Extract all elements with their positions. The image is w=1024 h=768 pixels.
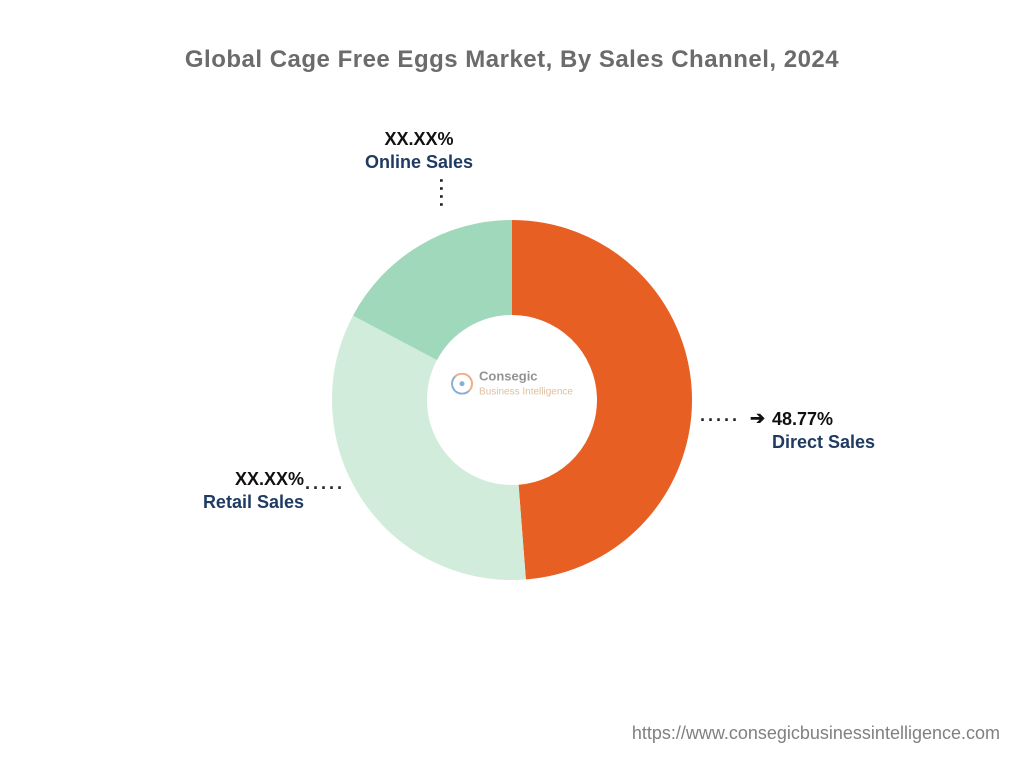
slice-retail [380, 338, 523, 533]
label-retail-pct: XX.XX% [203, 468, 304, 491]
label-online-pct: XX.XX% [365, 128, 473, 151]
slice-direct [512, 268, 644, 533]
leader-direct-dots: ····· [700, 410, 740, 431]
watermark-line1: Consegic [479, 369, 538, 384]
label-online-name: Online Sales [365, 151, 473, 174]
label-online-sales: XX.XX% Online Sales [365, 128, 473, 175]
footer-url: https://www.consegicbusinessintelligence… [632, 723, 1000, 744]
label-direct-sales: 48.77% Direct Sales [772, 408, 875, 455]
watermark-line2: Business Intelligence [479, 387, 573, 398]
watermark-logo-icon [451, 373, 473, 395]
chart-title: Global Cage Free Eggs Market, By Sales C… [0, 46, 1024, 74]
label-retail-sales: XX.XX% Retail Sales [203, 468, 304, 515]
watermark: Consegic Business Intelligence [451, 370, 573, 399]
chart-title-text: Global Cage Free Eggs Market, By Sales C… [185, 46, 839, 73]
label-retail-name: Retail Sales [203, 491, 304, 514]
label-direct-name: Direct Sales [772, 431, 875, 454]
leader-direct-arrow-icon: ➔ [750, 408, 765, 429]
leader-online-dots: ···· [430, 178, 451, 210]
watermark-text: Consegic Business Intelligence [479, 370, 573, 399]
leader-retail-dots: ····· [305, 478, 345, 499]
donut-slices [380, 268, 645, 533]
slice-online [395, 268, 512, 338]
label-direct-pct: 48.77% [772, 408, 875, 431]
chart-stage: Global Cage Free Eggs Market, By Sales C… [0, 0, 1024, 768]
